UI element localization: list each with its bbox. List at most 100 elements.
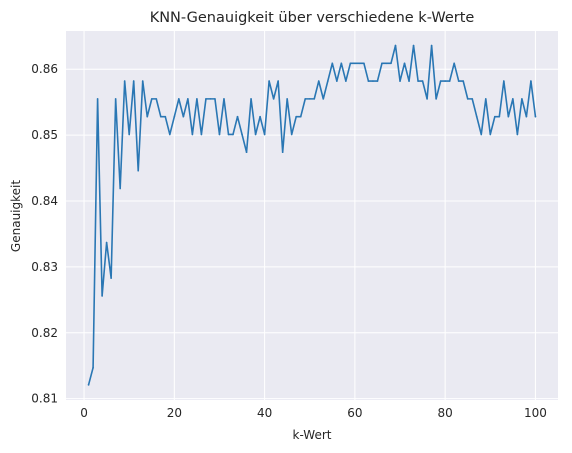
data-point (471, 98, 474, 100)
data-point (268, 80, 270, 82)
data-point (484, 98, 487, 100)
data-point (209, 98, 212, 100)
data-point (317, 80, 320, 82)
data-point (232, 133, 234, 136)
data-point (503, 80, 505, 82)
data-point (205, 98, 207, 100)
data-point (146, 115, 149, 118)
data-point (480, 133, 483, 136)
data-point (435, 98, 437, 100)
x-tick-label: 40 (257, 406, 272, 420)
data-point (516, 133, 519, 136)
data-point (336, 80, 338, 82)
data-point (196, 98, 198, 100)
data-point (128, 133, 130, 136)
data-point (390, 62, 392, 65)
data-point (173, 115, 176, 118)
data-point (489, 133, 492, 136)
y-tick-label: 0.82 (31, 326, 58, 340)
data-point (340, 62, 343, 65)
data-point (281, 151, 284, 154)
data-point (254, 133, 257, 136)
data-point (381, 62, 383, 65)
data-point (394, 44, 397, 47)
data-point (164, 115, 167, 118)
y-tick-label: 0.84 (31, 194, 58, 208)
data-point (137, 169, 140, 172)
series-line (87, 44, 537, 386)
data-point (182, 115, 185, 118)
data-point (462, 80, 465, 82)
data-point (187, 98, 189, 100)
data-point (512, 98, 514, 100)
data-point (236, 115, 239, 118)
data-point (123, 80, 126, 82)
data-point (214, 98, 216, 100)
data-point (286, 98, 288, 100)
data-point (430, 44, 433, 47)
y-tick-label: 0.86 (31, 62, 58, 76)
data-point (475, 115, 478, 118)
y-tick-label: 0.83 (31, 260, 58, 274)
data-point (313, 98, 316, 100)
data-point (453, 62, 455, 65)
chart-title: KNN-Genauigkeit über verschiedene k-Wert… (150, 10, 475, 26)
data-point (358, 62, 361, 65)
x-tick-label: 80 (438, 406, 453, 420)
data-point (101, 295, 103, 297)
data-point (403, 62, 406, 65)
data-point (87, 384, 90, 386)
data-point (141, 80, 144, 82)
data-point (250, 98, 252, 100)
data-point (498, 115, 501, 118)
data-point (169, 133, 171, 136)
data-point (105, 241, 108, 244)
y-tick-label: 0.85 (31, 128, 58, 142)
x-tick-label: 20 (167, 406, 182, 420)
data-point (376, 80, 379, 82)
data-point (96, 98, 99, 100)
data-point (304, 98, 307, 100)
data-point (119, 187, 121, 190)
data-point (448, 80, 451, 82)
x-axis-label: k-Wert (293, 428, 332, 442)
data-point (227, 133, 230, 136)
data-point (272, 98, 275, 100)
series-group (87, 44, 537, 386)
data-point (399, 80, 401, 82)
data-point (200, 133, 203, 136)
plot-area (66, 31, 558, 400)
data-point (444, 80, 446, 82)
data-point (349, 62, 352, 65)
data-point (191, 133, 194, 136)
data-point (534, 115, 537, 118)
x-tick-label: 100 (524, 406, 547, 420)
data-point (494, 115, 496, 118)
data-point (363, 62, 365, 65)
data-point (299, 115, 302, 118)
data-point (466, 98, 469, 100)
data-point (290, 133, 293, 136)
data-point (457, 80, 460, 82)
data-point (507, 115, 510, 118)
data-point (178, 98, 180, 100)
data-point (345, 80, 347, 82)
data-point (308, 98, 311, 100)
data-point (331, 62, 334, 65)
data-point (295, 115, 298, 118)
data-point (245, 151, 248, 154)
data-point (439, 80, 442, 82)
data-point (277, 80, 279, 82)
y-axis-label: Genauigkeit (9, 180, 23, 252)
data-point (159, 115, 162, 118)
x-tick-label: 60 (347, 406, 362, 420)
x-tick-label: 0 (80, 406, 88, 420)
data-point (155, 98, 158, 100)
data-point (367, 80, 370, 82)
data-point (426, 98, 428, 100)
y-axis-ticks: 0.81 0.82 0.83 0.84 0.85 0.86 (31, 62, 58, 405)
x-axis-ticks: 0 20 40 60 80 100 (80, 406, 547, 420)
data-point (412, 44, 415, 47)
data-point (218, 133, 221, 136)
data-point (114, 98, 117, 100)
